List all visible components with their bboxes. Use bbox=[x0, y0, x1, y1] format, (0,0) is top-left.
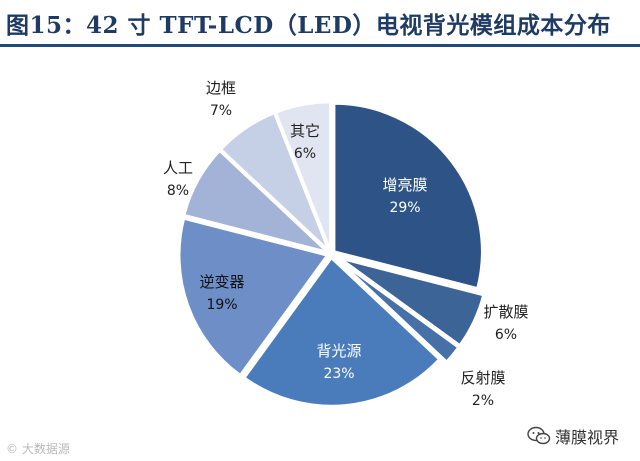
slice-label-6: 人工 bbox=[163, 159, 193, 177]
slice-percent-5: 19% bbox=[206, 297, 237, 313]
pie-slice-6 bbox=[182, 148, 329, 254]
wechat-icon bbox=[527, 426, 551, 445]
slice-percent-3: 2% bbox=[472, 393, 494, 409]
pie-slice-5 bbox=[178, 217, 330, 377]
slice-label-7: 边框 bbox=[206, 79, 236, 97]
pie-slice-8 bbox=[274, 100, 332, 251]
slice-label-4: 背光源 bbox=[316, 342, 361, 360]
pie-slice-4 bbox=[242, 256, 442, 408]
watermark-left: © 大数据源 bbox=[6, 442, 70, 456]
slice-percent-7: 7% bbox=[210, 103, 232, 119]
pie-slice-1 bbox=[332, 102, 484, 290]
title-underline bbox=[0, 44, 640, 47]
slice-percent-1: 29% bbox=[389, 200, 420, 216]
slice-percent-6: 8% bbox=[167, 183, 189, 199]
slice-label-3: 反射膜 bbox=[460, 369, 505, 387]
watermark-right-label: 薄膜视界 bbox=[555, 428, 620, 447]
pie-slice-3 bbox=[337, 259, 461, 364]
slice-label-2: 扩散膜 bbox=[483, 303, 528, 321]
watermark-right: 薄膜视界 bbox=[527, 424, 619, 448]
chart-title: 图15：42 寸 TFT-LCD（LED）电视背光模组成本分布 bbox=[6, 12, 611, 39]
chart-header: 图15：42 寸 TFT-LCD（LED）电视背光模组成本分布 bbox=[0, 0, 640, 47]
slice-percent-4: 23% bbox=[323, 366, 354, 382]
slice-percent-2: 6% bbox=[495, 327, 517, 343]
pie-slice-2 bbox=[339, 257, 485, 347]
slice-label-1: 增亮膜 bbox=[382, 176, 427, 194]
slice-percent-8: 6% bbox=[294, 146, 316, 162]
slice-label-5: 逆变器 bbox=[199, 273, 244, 291]
pie-slice-7 bbox=[219, 111, 330, 252]
slice-label-8: 其它 bbox=[290, 122, 320, 140]
